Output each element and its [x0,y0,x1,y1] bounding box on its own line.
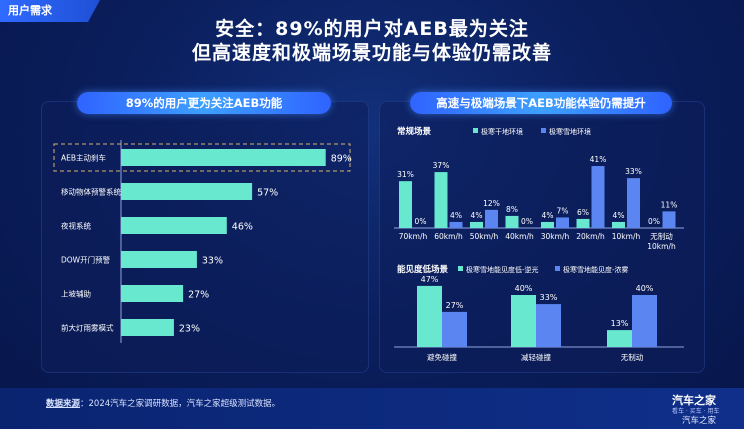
brand-slogan: 看车 · 买车 · 用车 [672,408,720,415]
bar [442,311,467,347]
category-label: 无制动 [621,352,644,362]
category-label: 前大灯雨雾模式 [61,323,114,333]
legend-label: 极寒雪地能见度低-逆光 [466,265,539,274]
bar [607,330,632,347]
data-label: 0% [648,217,660,226]
bar [632,295,657,347]
aeb-scenario-charts: 常规场景 极寒干地环境 极寒雪地环境 31% 0% 70km/h 37% 4% 60km/h 4%… [394,126,684,362]
feature-attention-chart: AEB主动刹车 89% 移动物体预警系统 57% 夜视系统 46% DOW开门预警 33% 上坡… [53,140,352,343]
footer: 数据来源：2024汽车之家调研数据，汽车之家超级测试数据。 汽车之家 看车 · … [0,388,744,429]
value-label: 89% [331,154,352,165]
category-label: 40km/h [505,232,534,241]
category-label: 10km/h [612,232,641,241]
bar [627,178,640,228]
bar [121,217,227,234]
category-label: 移动物体预警系统 [61,187,121,197]
bar [556,217,569,228]
category-label: 避免碰撞 [427,352,457,362]
data-label: 13% [611,319,629,328]
data-label: 40% [636,284,654,293]
page-subtitle: 但高速度和极端场景功能与体验仍需改善 [191,42,552,64]
data-label: 0% [415,217,427,226]
data-label: 11% [661,200,678,209]
data-label: 37% [433,161,450,170]
value-label: 23% [179,324,200,335]
data-source-label: 数据来源 [46,399,81,409]
data-label: 33% [625,167,642,176]
chart-title: 能见度低场景 [397,264,449,275]
data-label: 6% [577,208,589,217]
bar [591,166,605,228]
value-label: 57% [257,188,278,199]
data-label: 33% [540,293,558,302]
data-label: 7% [557,206,569,215]
category-label: 50km/h [470,232,499,241]
bar [121,319,174,336]
bar [511,295,536,347]
data-source-text: ：2024汽车之家调研数据，汽车之家超级测试数据。 [80,399,281,409]
brand-logo: 汽车之家 [672,394,716,407]
value-label: 46% [232,222,253,233]
bar [470,221,483,228]
bar [662,211,676,228]
category-label: 上坡辅助 [61,289,91,299]
bar [449,221,463,228]
data-label: 4% [613,211,625,220]
bar [121,183,253,200]
watermark: 汽车之家 [682,416,717,426]
legend-swatch [458,266,463,271]
category-label: 60km/h [434,232,463,241]
bar [612,221,625,228]
data-label: 8% [506,205,518,214]
legend-swatch [541,128,546,133]
legend-swatch [555,266,560,271]
bar [576,218,590,228]
category-label: 70km/h [399,232,428,241]
category-label: AEB主动刹车 [61,153,107,163]
category-label: 无制动 [650,231,673,241]
chart-title: 常规场景 [397,126,432,137]
data-label: 27% [446,301,464,310]
bar [121,285,184,302]
data-label: 0% [521,217,533,226]
bar [399,181,412,228]
legend-label: 极寒雪地能见度-浓雾 [563,265,629,274]
category-label: 夜视系统 [61,221,91,231]
category-label: 20km/h [576,232,605,241]
bar [417,285,442,347]
left-panel [41,101,369,373]
value-label: 27% [188,290,209,301]
value-label: 33% [202,256,223,267]
data-label: 31% [397,170,414,179]
bar [485,209,498,228]
bar [505,215,519,228]
left-panel-title: 89%的用户更为关注AEB功能 [77,92,331,114]
right-panel-title: 高速与极端场景下AEB功能体验仍需提升 [410,92,672,114]
page-title: 安全：89%的用户对AEB最为关注 [215,18,529,40]
legend-label: 极寒雪地环境 [549,127,591,136]
data-label: 41% [590,155,607,164]
bar [121,251,197,268]
category-label: 30km/h [541,232,570,241]
data-label: 4% [471,211,483,220]
section-tag: 用户需求 [0,0,100,22]
bar [121,149,326,166]
category-label: DOW开门预警 [61,255,111,265]
data-label: 47% [421,275,439,284]
data-label: 40% [515,284,533,293]
legend-label: 极寒干地环境 [481,127,523,136]
category-label-line2: 10km/h [647,242,676,251]
category-label: 减轻碰撞 [521,352,551,362]
data-source: 数据来源：2024汽车之家调研数据，汽车之家超级测试数据。 [46,397,280,409]
data-label: 4% [450,211,462,220]
bar [536,304,561,347]
highlight-box [53,143,351,172]
data-label: 12% [483,199,500,208]
legend-swatch [473,128,478,133]
bar [434,172,448,228]
data-label: 4% [542,211,554,220]
bar [541,221,554,228]
